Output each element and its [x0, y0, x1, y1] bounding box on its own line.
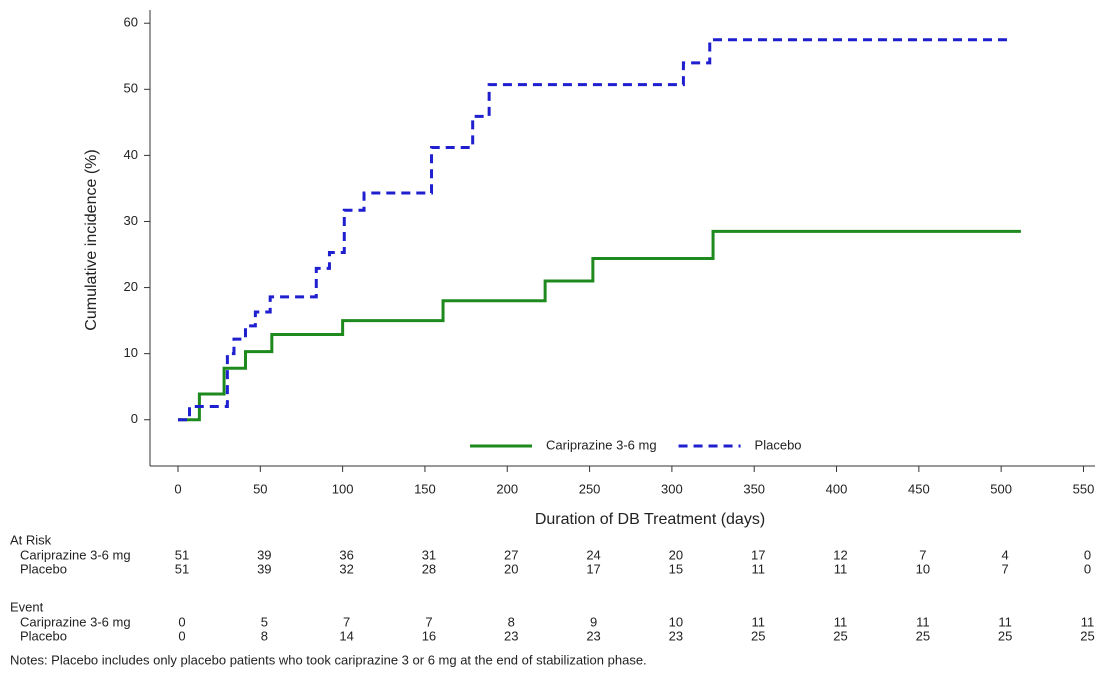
table-cell: 7	[425, 614, 432, 629]
table-cell: 39	[257, 547, 271, 562]
y-axis-label: Cumulative incidence (%)	[83, 149, 100, 330]
y-tick-label: 20	[124, 279, 138, 294]
table-cell: 17	[586, 561, 600, 576]
table-cell: 24	[586, 547, 600, 562]
table-cell: 11	[751, 614, 765, 629]
table-cell: 25	[998, 628, 1012, 643]
x-axis-label: Duration of DB Treatment (days)	[535, 511, 765, 528]
x-tick-label: 450	[908, 481, 930, 496]
table-cell: 5	[261, 614, 268, 629]
y-tick-label: 60	[124, 15, 138, 30]
table-cell: 32	[339, 561, 353, 576]
x-tick-label: 100	[332, 481, 354, 496]
table-row-label: Cariprazine 3-6 mg	[20, 614, 131, 629]
table-cell: 0	[178, 628, 185, 643]
table-title: At Risk	[10, 532, 52, 547]
table-cell: 51	[175, 561, 189, 576]
table-cell: 20	[669, 547, 683, 562]
table-cell: 11	[834, 614, 848, 629]
note: Notes: Placebo includes only placebo pat…	[10, 652, 647, 667]
y-tick-label: 30	[124, 213, 138, 228]
table-cell: 0	[178, 614, 185, 629]
table-cell: 4	[1002, 547, 1009, 562]
y-tick-label: 50	[124, 81, 138, 96]
series-line	[177, 229, 1021, 422]
y-tick-label: 0	[131, 411, 138, 426]
table-row-label: Cariprazine 3-6 mg	[20, 547, 131, 562]
x-tick-label: 250	[579, 481, 601, 496]
table-cell: 25	[1080, 628, 1094, 643]
table-cell: 28	[422, 561, 436, 576]
y-tick-label: 10	[124, 345, 138, 360]
table-cell: 17	[751, 547, 765, 562]
table-cell: 25	[833, 628, 847, 643]
table-cell: 23	[669, 628, 683, 643]
x-tick-label: 350	[743, 481, 765, 496]
table-cell: 23	[504, 628, 518, 643]
table-cell: 23	[586, 628, 600, 643]
table-cell: 8	[508, 614, 515, 629]
table-cell: 36	[339, 547, 353, 562]
table-cell: 8	[261, 628, 268, 643]
table-cell: 7	[343, 614, 350, 629]
x-tick-label: 500	[990, 481, 1012, 496]
table-cell: 7	[919, 547, 926, 562]
table-cell: 0	[1084, 547, 1091, 562]
series-line	[177, 38, 1012, 422]
y-tick-label: 40	[124, 147, 138, 162]
table-title: Event	[10, 599, 44, 614]
legend-label: Placebo	[755, 437, 802, 452]
table-cell: 25	[916, 628, 930, 643]
table-cell: 15	[669, 561, 683, 576]
legend-label: Cariprazine 3-6 mg	[546, 437, 657, 452]
x-tick-label: 300	[661, 481, 683, 496]
table-cell: 11	[834, 561, 848, 576]
x-tick-label: 0	[174, 481, 181, 496]
table-cell: 16	[422, 628, 436, 643]
table-cell: 31	[422, 547, 436, 562]
table-cell: 14	[339, 628, 353, 643]
table-row-label: Placebo	[20, 628, 67, 643]
table-cell: 11	[751, 561, 765, 576]
table-row-label: Placebo	[20, 561, 67, 576]
x-tick-label: 50	[253, 481, 267, 496]
table-cell: 11	[1081, 614, 1095, 629]
table-cell: 11	[916, 614, 930, 629]
x-tick-label: 200	[496, 481, 518, 496]
table-cell: 20	[504, 561, 518, 576]
table-cell: 39	[257, 561, 271, 576]
table-cell: 10	[916, 561, 930, 576]
x-tick-label: 400	[826, 481, 848, 496]
table-cell: 7	[1002, 561, 1009, 576]
x-tick-label: 150	[414, 481, 436, 496]
table-cell: 27	[504, 547, 518, 562]
table-cell: 25	[751, 628, 765, 643]
table-cell: 10	[669, 614, 683, 629]
table-cell: 12	[833, 547, 847, 562]
table-cell: 51	[175, 547, 189, 562]
table-cell: 0	[1084, 561, 1091, 576]
table-cell: 11	[998, 614, 1012, 629]
x-tick-label: 550	[1073, 481, 1095, 496]
table-cell: 9	[590, 614, 597, 629]
